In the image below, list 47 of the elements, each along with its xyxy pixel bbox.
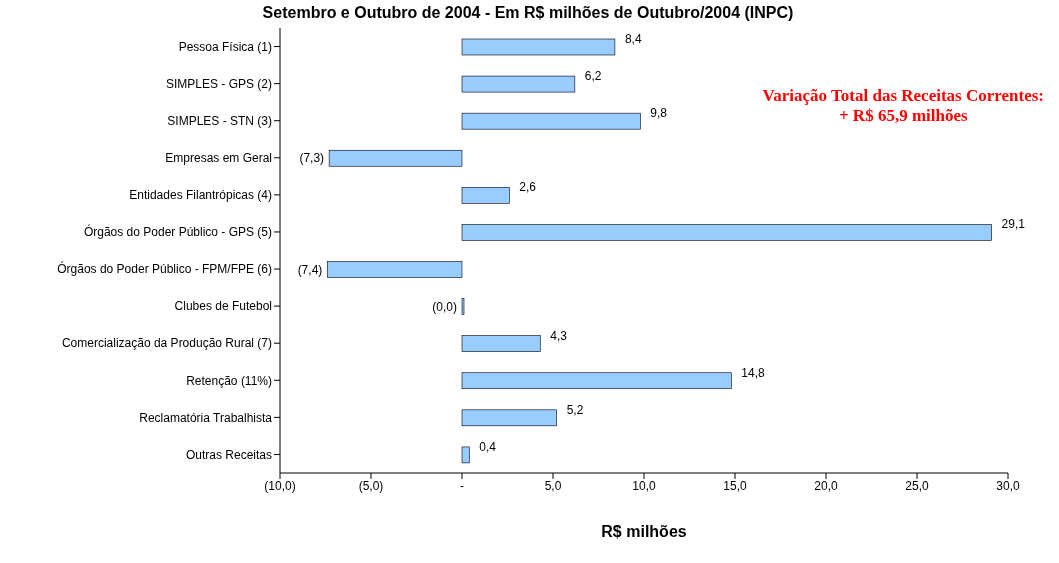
y-tick-label: Retenção (11%): [186, 373, 272, 388]
y-tick-label: Órgãos do Poder Público - GPS (5): [83, 224, 272, 240]
y-tick-label: SIMPLES - GPS (2): [165, 76, 272, 91]
bar: [327, 261, 463, 278]
data-label: 9,8: [650, 106, 668, 121]
bar: [461, 372, 732, 390]
bar: [328, 149, 463, 167]
x-tick-label: (10,0): [264, 478, 296, 493]
bar: [461, 409, 557, 427]
y-tick-label: Outras Receitas: [185, 447, 272, 462]
data-label: 29,1: [1001, 217, 1026, 232]
bar: [461, 112, 641, 130]
x-axis-title: R$ milhões: [600, 523, 688, 541]
chart-title: Setembro e Outubro de 2004 - Em R$ milhões de Outubro/2004 (INPC): [261, 4, 795, 22]
bar: [461, 187, 510, 204]
data-label: (7,3): [299, 151, 325, 166]
bar: [461, 446, 470, 464]
data-label: 0,4: [479, 439, 497, 454]
y-tick-label: Entidades Filantrópicas (4): [129, 188, 272, 203]
x-tick-label: -: [460, 478, 464, 493]
data-label: (0,0): [432, 299, 457, 314]
data-label: (7,4): [297, 262, 323, 277]
y-tick-label: Órgãos do Poder Público - FPM/FPE (6): [57, 261, 272, 277]
x-tick-label: (5,0): [358, 478, 384, 493]
x-tick-label: 25,0: [905, 478, 929, 493]
data-label: 4,3: [550, 328, 568, 343]
y-tick-label: Empresas em Geral: [165, 151, 272, 166]
data-label: 6,2: [584, 69, 602, 84]
bar: [461, 335, 541, 352]
data-label: 8,4: [624, 32, 642, 46]
x-tick-label: 20,0: [814, 478, 838, 493]
bar: [461, 38, 616, 56]
bar: [461, 224, 992, 241]
data-label: 5,2: [566, 402, 584, 417]
x-tick-label: 30,0: [996, 478, 1020, 493]
y-tick-label: Reclamatória Trabalhista: [139, 410, 273, 425]
bar: [461, 75, 576, 93]
y-tick-label: Clubes de Futebol: [174, 299, 272, 314]
x-tick-label: 5,0: [544, 478, 562, 493]
annotation: Variação Total das Receitas Correntes: + R$ 65,9 milhões: [762, 86, 1044, 126]
y-tick-label: SIMPLES - STN (3): [167, 113, 272, 128]
x-tick-label: 15,0: [723, 478, 747, 493]
y-tick-label: Pessoa Física (1): [178, 39, 272, 54]
y-tick-label: Comercialização da Produção Rural (7): [61, 336, 272, 351]
data-label: 14,8: [741, 365, 766, 380]
x-tick-label: 10,0: [632, 478, 656, 493]
data-label: 2,6: [519, 180, 537, 195]
